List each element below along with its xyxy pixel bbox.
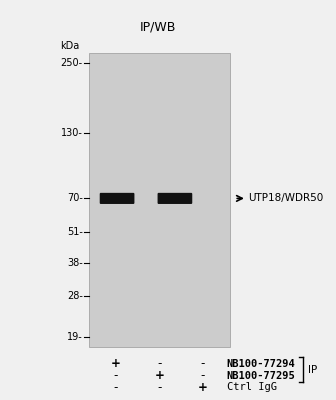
Text: IP: IP (308, 365, 317, 375)
FancyBboxPatch shape (100, 193, 134, 204)
Text: kDa: kDa (60, 41, 80, 51)
Text: 130-: 130- (61, 128, 83, 138)
Text: Ctrl IgG: Ctrl IgG (226, 382, 277, 392)
Text: 70-: 70- (67, 194, 83, 204)
Bar (89, 53, 229, 347)
Text: 51-: 51- (67, 227, 83, 237)
Text: 19-: 19- (67, 332, 83, 342)
FancyBboxPatch shape (158, 193, 192, 204)
Text: -: - (113, 381, 118, 394)
Text: -: - (201, 369, 205, 382)
Text: -: - (157, 381, 162, 394)
Text: UTP18/WDR50: UTP18/WDR50 (248, 194, 324, 204)
Text: -: - (201, 357, 205, 370)
Text: IP/WB: IP/WB (139, 21, 176, 34)
Text: NB100-77295: NB100-77295 (226, 370, 295, 380)
Text: 38-: 38- (67, 258, 83, 268)
Text: 250-: 250- (60, 58, 83, 68)
Text: 28-: 28- (67, 291, 83, 301)
Text: +: + (198, 381, 208, 394)
Text: -: - (157, 357, 162, 370)
Text: +: + (154, 369, 164, 382)
Text: NB100-77294: NB100-77294 (226, 359, 295, 369)
Text: +: + (111, 357, 120, 370)
Text: -: - (113, 369, 118, 382)
